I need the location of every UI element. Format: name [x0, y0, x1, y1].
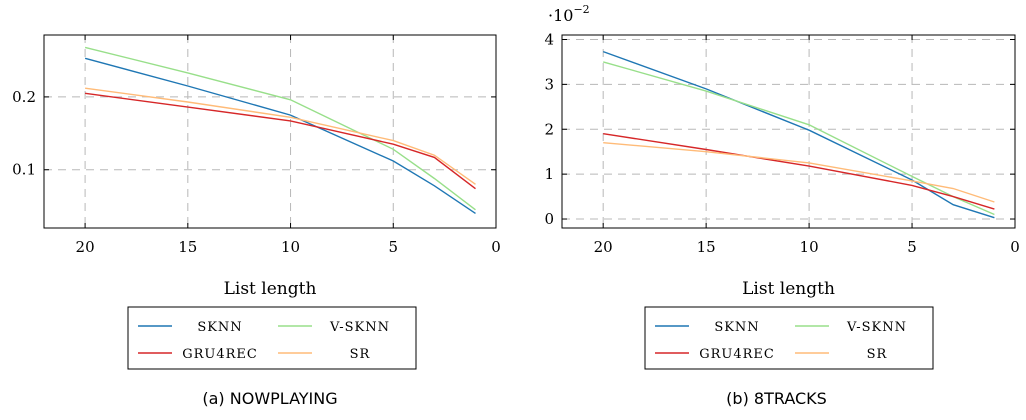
y-scale-note: ·10−2: [548, 3, 590, 25]
x-tick-label: 0: [491, 238, 501, 256]
x-axis-label: List length: [742, 279, 835, 299]
y-tick-label: 4: [544, 30, 554, 48]
series-line-sr: [603, 142, 995, 203]
series-line-gru4rec: [603, 133, 995, 210]
chart-panel-1: 20 15 10 5 0 0.1 0.2 List length SKNN V-SKNN GRU4R…: [12, 34, 501, 408]
figure-caption: (b) 8TRACKS: [726, 389, 827, 408]
y-tick-label: 1: [544, 165, 554, 183]
legend-label: SKNN: [197, 320, 242, 335]
legend-label: SR: [867, 347, 888, 362]
y-tick-label: 0: [544, 210, 554, 228]
x-tick-label: 15: [178, 238, 197, 256]
plot-frame: [561, 34, 1016, 229]
series-line-sr: [85, 87, 476, 185]
y-tick-label: 0.2: [12, 88, 36, 106]
x-tick-label: 5: [907, 238, 917, 256]
x-tick-label: 10: [281, 238, 300, 256]
legend: SKNN V-SKNN GRU4REC SR: [127, 306, 417, 370]
legend-label: GRU4REC: [182, 347, 258, 362]
x-tick-label: 15: [697, 238, 716, 256]
x-tick-label: 5: [388, 238, 398, 256]
series-line-gru4rec: [85, 92, 476, 190]
legend-label: SR: [350, 347, 371, 362]
figure-caption: (a) NOWPLAYING: [202, 389, 337, 408]
plot-frame: [43, 34, 497, 229]
series-line-sknn: [84, 57, 476, 214]
x-tick-label: 10: [800, 238, 819, 256]
y-tick-label: 3: [544, 75, 554, 93]
legend-box: [644, 306, 934, 370]
y-tick-label: 2: [544, 120, 554, 138]
series-line-sknn: [602, 50, 995, 219]
legend-label: V-SKNN: [329, 320, 390, 335]
x-tick-label: 20: [594, 238, 613, 256]
series-line-v-sknn: [84, 46, 476, 211]
legend-box: [127, 306, 417, 370]
legend-label: GRU4REC: [699, 347, 775, 362]
y-tick-label: 0.1: [12, 161, 36, 179]
x-tick-label: 0: [1010, 238, 1020, 256]
legend-label: V-SKNN: [846, 320, 907, 335]
x-tick-label: 20: [76, 238, 95, 256]
legend: SKNN V-SKNN GRU4REC SR: [644, 306, 934, 370]
series-line-v-sknn: [603, 61, 995, 216]
chart-panel-2: 20 15 10 5 0 0 1 2 3 4 ·10−2 List length SKNN V-SKNN G…: [544, 3, 1019, 408]
x-axis-label: List length: [224, 279, 317, 299]
legend-label: SKNN: [714, 320, 759, 335]
